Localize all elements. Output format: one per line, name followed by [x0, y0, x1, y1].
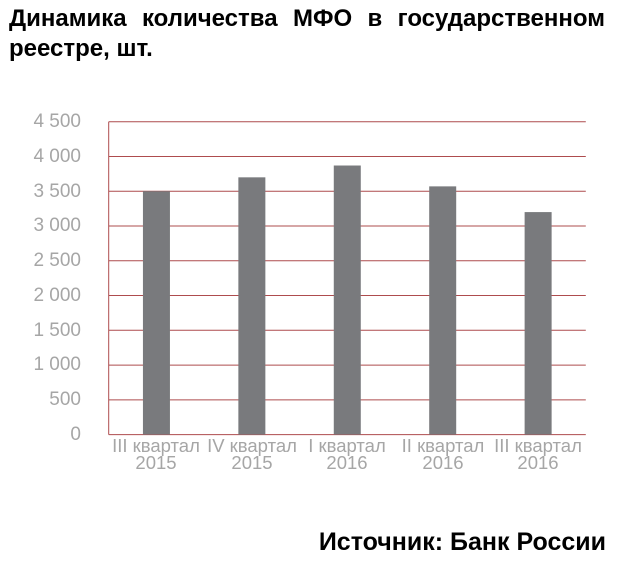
svg-text:1 000: 1 000	[33, 354, 81, 375]
svg-text:2016: 2016	[422, 452, 463, 473]
svg-text:4 000: 4 000	[33, 146, 81, 167]
svg-text:500: 500	[49, 389, 81, 410]
svg-text:2016: 2016	[326, 452, 367, 473]
svg-text:3 000: 3 000	[33, 215, 81, 236]
svg-text:1 500: 1 500	[33, 320, 81, 341]
svg-text:2 500: 2 500	[33, 250, 81, 271]
svg-text:2 000: 2 000	[33, 285, 81, 306]
svg-text:0: 0	[70, 424, 81, 445]
svg-text:2016: 2016	[517, 452, 558, 473]
svg-text:3 500: 3 500	[33, 181, 81, 202]
svg-text:2015: 2015	[231, 452, 272, 473]
svg-text:2015: 2015	[135, 452, 176, 473]
svg-text:4 500: 4 500	[33, 111, 81, 132]
